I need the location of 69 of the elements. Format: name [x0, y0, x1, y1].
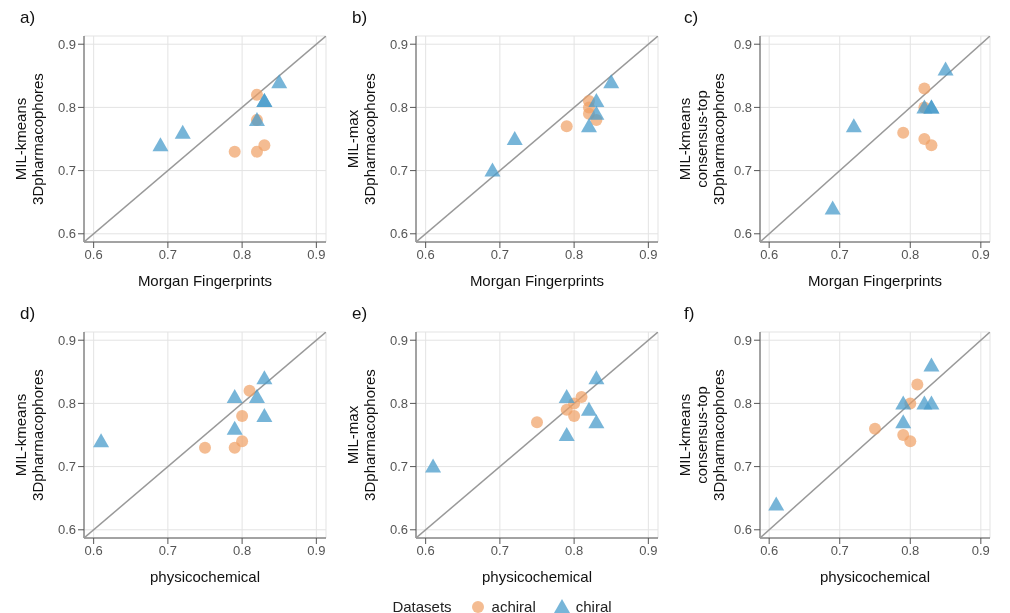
y-tick-label: 0.7 [733, 163, 752, 179]
x-axis-title: physicochemical [819, 568, 931, 585]
y-axis-title: MIL-max 3Dpharmacophores [343, 369, 378, 501]
chart-title: b) [351, 8, 369, 29]
y-tick-label: 0.9 [57, 36, 76, 52]
chart-title: e) [351, 304, 369, 325]
x-tick-label: 0.9 [307, 543, 326, 559]
y-tick-label: 0.8 [57, 100, 76, 116]
y-tick-label: 0.6 [733, 226, 752, 242]
x-tick-label: 0.6 [84, 247, 103, 263]
x-tick-label: 0.8 [565, 543, 584, 559]
y-tick-label: 0.7 [389, 163, 408, 179]
y-tick-label: 0.8 [389, 396, 408, 412]
y-tick-label: 0.6 [733, 522, 752, 538]
x-axis-title: physicochemical [149, 568, 261, 585]
legend-label: achiral [491, 597, 536, 613]
chart-title: f) [683, 304, 696, 325]
y-tick-label: 0.6 [57, 522, 76, 538]
x-tick-label: 0.9 [307, 247, 326, 263]
x-tick-label: 0.6 [84, 543, 103, 559]
x-tick-label: 0.7 [830, 247, 849, 263]
y-tick-label: 0.9 [389, 36, 408, 52]
chart-title: d) [19, 304, 37, 325]
chart-title: a) [19, 8, 37, 29]
x-axis-title: physicochemical [481, 568, 593, 585]
x-tick-label: 0.6 [760, 247, 779, 263]
legend-label: chiral [575, 597, 612, 613]
legend-title: Datasets [392, 597, 452, 613]
y-tick-label: 0.9 [733, 36, 752, 52]
y-tick-label: 0.8 [389, 100, 408, 116]
x-tick-label: 0.9 [639, 247, 658, 263]
x-axis-title: Morgan Fingerprints [469, 272, 605, 289]
x-tick-label: 0.7 [830, 543, 849, 559]
x-tick-label: 0.7 [490, 247, 509, 263]
y-tick-label: 0.6 [57, 226, 76, 242]
x-tick-label: 0.9 [971, 543, 990, 559]
y-tick-label: 0.6 [389, 522, 408, 538]
x-tick-label: 0.9 [639, 543, 658, 559]
y-tick-label: 0.7 [733, 459, 752, 475]
x-tick-label: 0.8 [233, 247, 252, 263]
y-axis-title: MIL-kmeans 3Dpharmacophores [11, 73, 46, 205]
x-axis-title: Morgan Fingerprints [137, 272, 273, 289]
y-tick-label: 0.7 [57, 459, 76, 475]
x-tick-label: 0.9 [971, 247, 990, 263]
y-tick-label: 0.9 [57, 332, 76, 348]
y-axis-title: MIL-kmeans consensus-top 3Dpharmacophores [675, 369, 727, 501]
y-axis-title: MIL-kmeans consensus-top 3Dpharmacophores [675, 73, 727, 205]
x-tick-label: 0.6 [416, 543, 435, 559]
y-tick-label: 0.9 [733, 332, 752, 348]
y-axis-title: MIL-max 3Dpharmacophores [343, 73, 378, 205]
x-tick-label: 0.6 [416, 247, 435, 263]
y-tick-label: 0.6 [389, 226, 408, 242]
x-tick-label: 0.6 [760, 543, 779, 559]
y-tick-label: 0.7 [57, 163, 76, 179]
y-tick-label: 0.7 [389, 459, 408, 475]
x-tick-label: 0.8 [901, 247, 920, 263]
x-tick-label: 0.8 [233, 543, 252, 559]
chart-title: c) [683, 8, 700, 29]
y-tick-label: 0.8 [733, 100, 752, 116]
x-tick-label: 0.8 [565, 247, 584, 263]
x-tick-label: 0.7 [158, 247, 177, 263]
y-tick-label: 0.9 [389, 332, 408, 348]
x-tick-label: 0.7 [490, 543, 509, 559]
x-tick-label: 0.7 [158, 543, 177, 559]
y-tick-label: 0.8 [733, 396, 752, 412]
y-tick-label: 0.8 [57, 396, 76, 412]
y-axis-title: MIL-kmeans 3Dpharmacophores [11, 369, 46, 501]
x-tick-label: 0.8 [901, 543, 920, 559]
x-axis-title: Morgan Fingerprints [807, 272, 943, 289]
